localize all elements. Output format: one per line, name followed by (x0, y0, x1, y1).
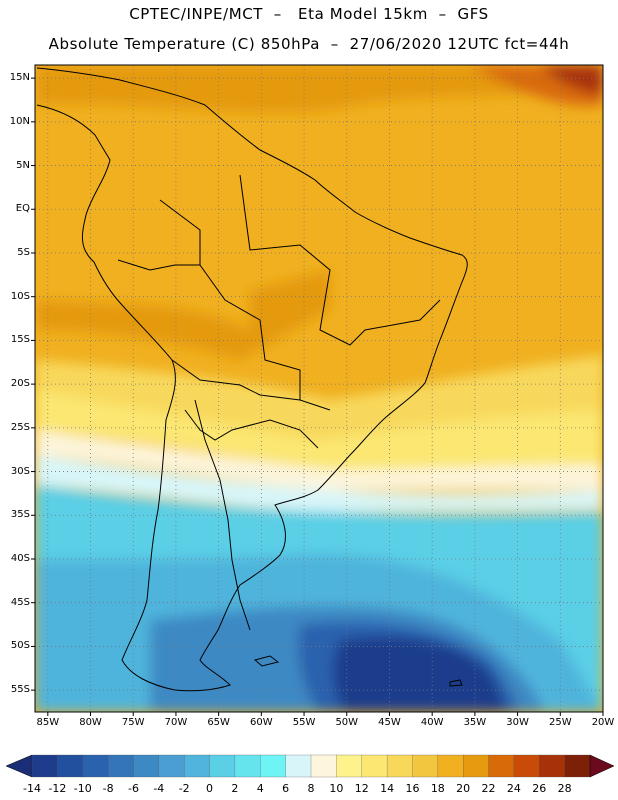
latitude-tick-label: 10N (9, 115, 30, 127)
latitude-tick-label: 20S (10, 378, 30, 390)
longitude-tick-label: 20W (591, 717, 615, 728)
colorbar-under-arrow (5, 754, 33, 778)
colorbar-swatch (336, 754, 363, 778)
temperature-field (35, 65, 603, 712)
band-6 (35, 430, 603, 490)
longitude-tick-label: 55W (292, 717, 316, 728)
longitude-tick-label: 80W (79, 717, 102, 728)
colorbar-swatch (386, 754, 414, 778)
longitude-tick-label: 85W (36, 717, 60, 728)
colorbar-swatch (463, 754, 490, 778)
latitude-tick-label: 15N (9, 72, 30, 84)
colorbar-label: 28 (557, 782, 572, 795)
latitude-tick-label: 35S (10, 509, 30, 521)
colorbar-swatch (513, 754, 540, 778)
longitude-tick-label: 25W (548, 717, 572, 728)
latitude-tick-label: 50S (10, 640, 30, 652)
chart-title-line1: CPTEC/INPE/MCT – Eta Model 15km – GFS (129, 5, 489, 23)
colorbar-swatch (260, 754, 287, 778)
colorbar-label: -12 (48, 782, 67, 795)
colorbar-label: -8 (102, 782, 114, 795)
colorbar-label: -14 (23, 782, 41, 795)
colorbar-label: 20 (456, 782, 471, 795)
colorbar-label: 10 (329, 782, 344, 795)
chart-title-line2: Absolute Temperature (C) 850hPa – 27/06/… (48, 35, 570, 53)
colorbar-label: 22 (481, 782, 496, 795)
colorbar-swatch (285, 754, 312, 778)
map-frame (34, 64, 604, 713)
longitude-tick-label: 75W (121, 717, 145, 728)
latitude-tick-label: 40S (10, 552, 30, 564)
colorbar-label: -2 (178, 782, 190, 795)
longitude-tick-label: 60W (250, 717, 273, 728)
latitude-tick-label: 10S (10, 290, 30, 302)
colorbar-swatch (488, 754, 515, 778)
colorbar-swatch (133, 754, 160, 778)
latitude-tick-label: 15S (10, 334, 30, 346)
colorbar-label: 14 (380, 782, 395, 795)
band-12 (35, 390, 603, 470)
colorbar-swatch (437, 754, 464, 778)
band-26-28 (540, 65, 603, 95)
colorbar (5, 754, 615, 778)
colorbar-label: 24 (506, 782, 521, 795)
longitude-tick-label: 50W (335, 717, 359, 728)
longitude-tick-label: 70W (164, 717, 188, 728)
colorbar-swatch (539, 754, 566, 778)
colorbar-label: 6 (282, 782, 290, 795)
colorbar-label: 2 (231, 782, 239, 795)
graticule (35, 65, 603, 712)
latitude-tick-label: EQ (15, 203, 30, 215)
longitude-tick-label: 45W (378, 717, 401, 728)
colorbar-swatch (82, 754, 109, 778)
colorbar-over-arrow (589, 754, 615, 778)
colorbar-swatch (310, 754, 337, 778)
latitude-tick-label: 5S (17, 246, 30, 258)
colorbar-swatch (57, 754, 84, 778)
longitude-tick-label: 65W (207, 717, 230, 728)
latitude-tick-label: 25S (10, 421, 30, 433)
colorbar-label: 16 (405, 782, 420, 795)
latitude-tick-label: 5N (16, 159, 30, 171)
colorbar-swatch (31, 754, 58, 778)
band-20-interior (35, 270, 330, 360)
colorbar-swatch (184, 754, 211, 778)
axis-ticks (31, 77, 604, 716)
colorbar-label: 4 (256, 782, 264, 795)
colorbar-swatch (234, 754, 261, 778)
longitude-tick-label: 30W (506, 717, 529, 728)
band-minus14 (333, 636, 505, 712)
colorbar-label: 12 (354, 782, 369, 795)
colorbar-swatch (361, 754, 388, 778)
latitude-tick-label: 30S (10, 465, 30, 477)
colorbar-swatch (158, 754, 185, 778)
colorbar-label: 26 (532, 782, 547, 795)
colorbar-swatch (412, 754, 439, 778)
colorbar-label: -6 (127, 782, 139, 795)
colorbar-label: 0 (206, 782, 214, 795)
colorbar-label: 8 (307, 782, 315, 795)
latitude-tick-label: 45S (10, 596, 30, 608)
colorbar-swatch (209, 754, 236, 778)
coastlines (36, 67, 468, 692)
colorbar-swatch (564, 754, 591, 778)
colorbar-swatch (107, 754, 135, 778)
longitude-tick-label: 35W (463, 717, 487, 728)
band-4 (35, 455, 603, 512)
latitude-tick-label: 55S (10, 684, 30, 696)
longitude-tick-label: 40W (420, 717, 444, 728)
colorbar-label: -4 (153, 782, 165, 795)
colorbar-label: -10 (73, 782, 92, 795)
band-20-22 (35, 65, 603, 113)
colorbar-label: 18 (430, 782, 445, 795)
